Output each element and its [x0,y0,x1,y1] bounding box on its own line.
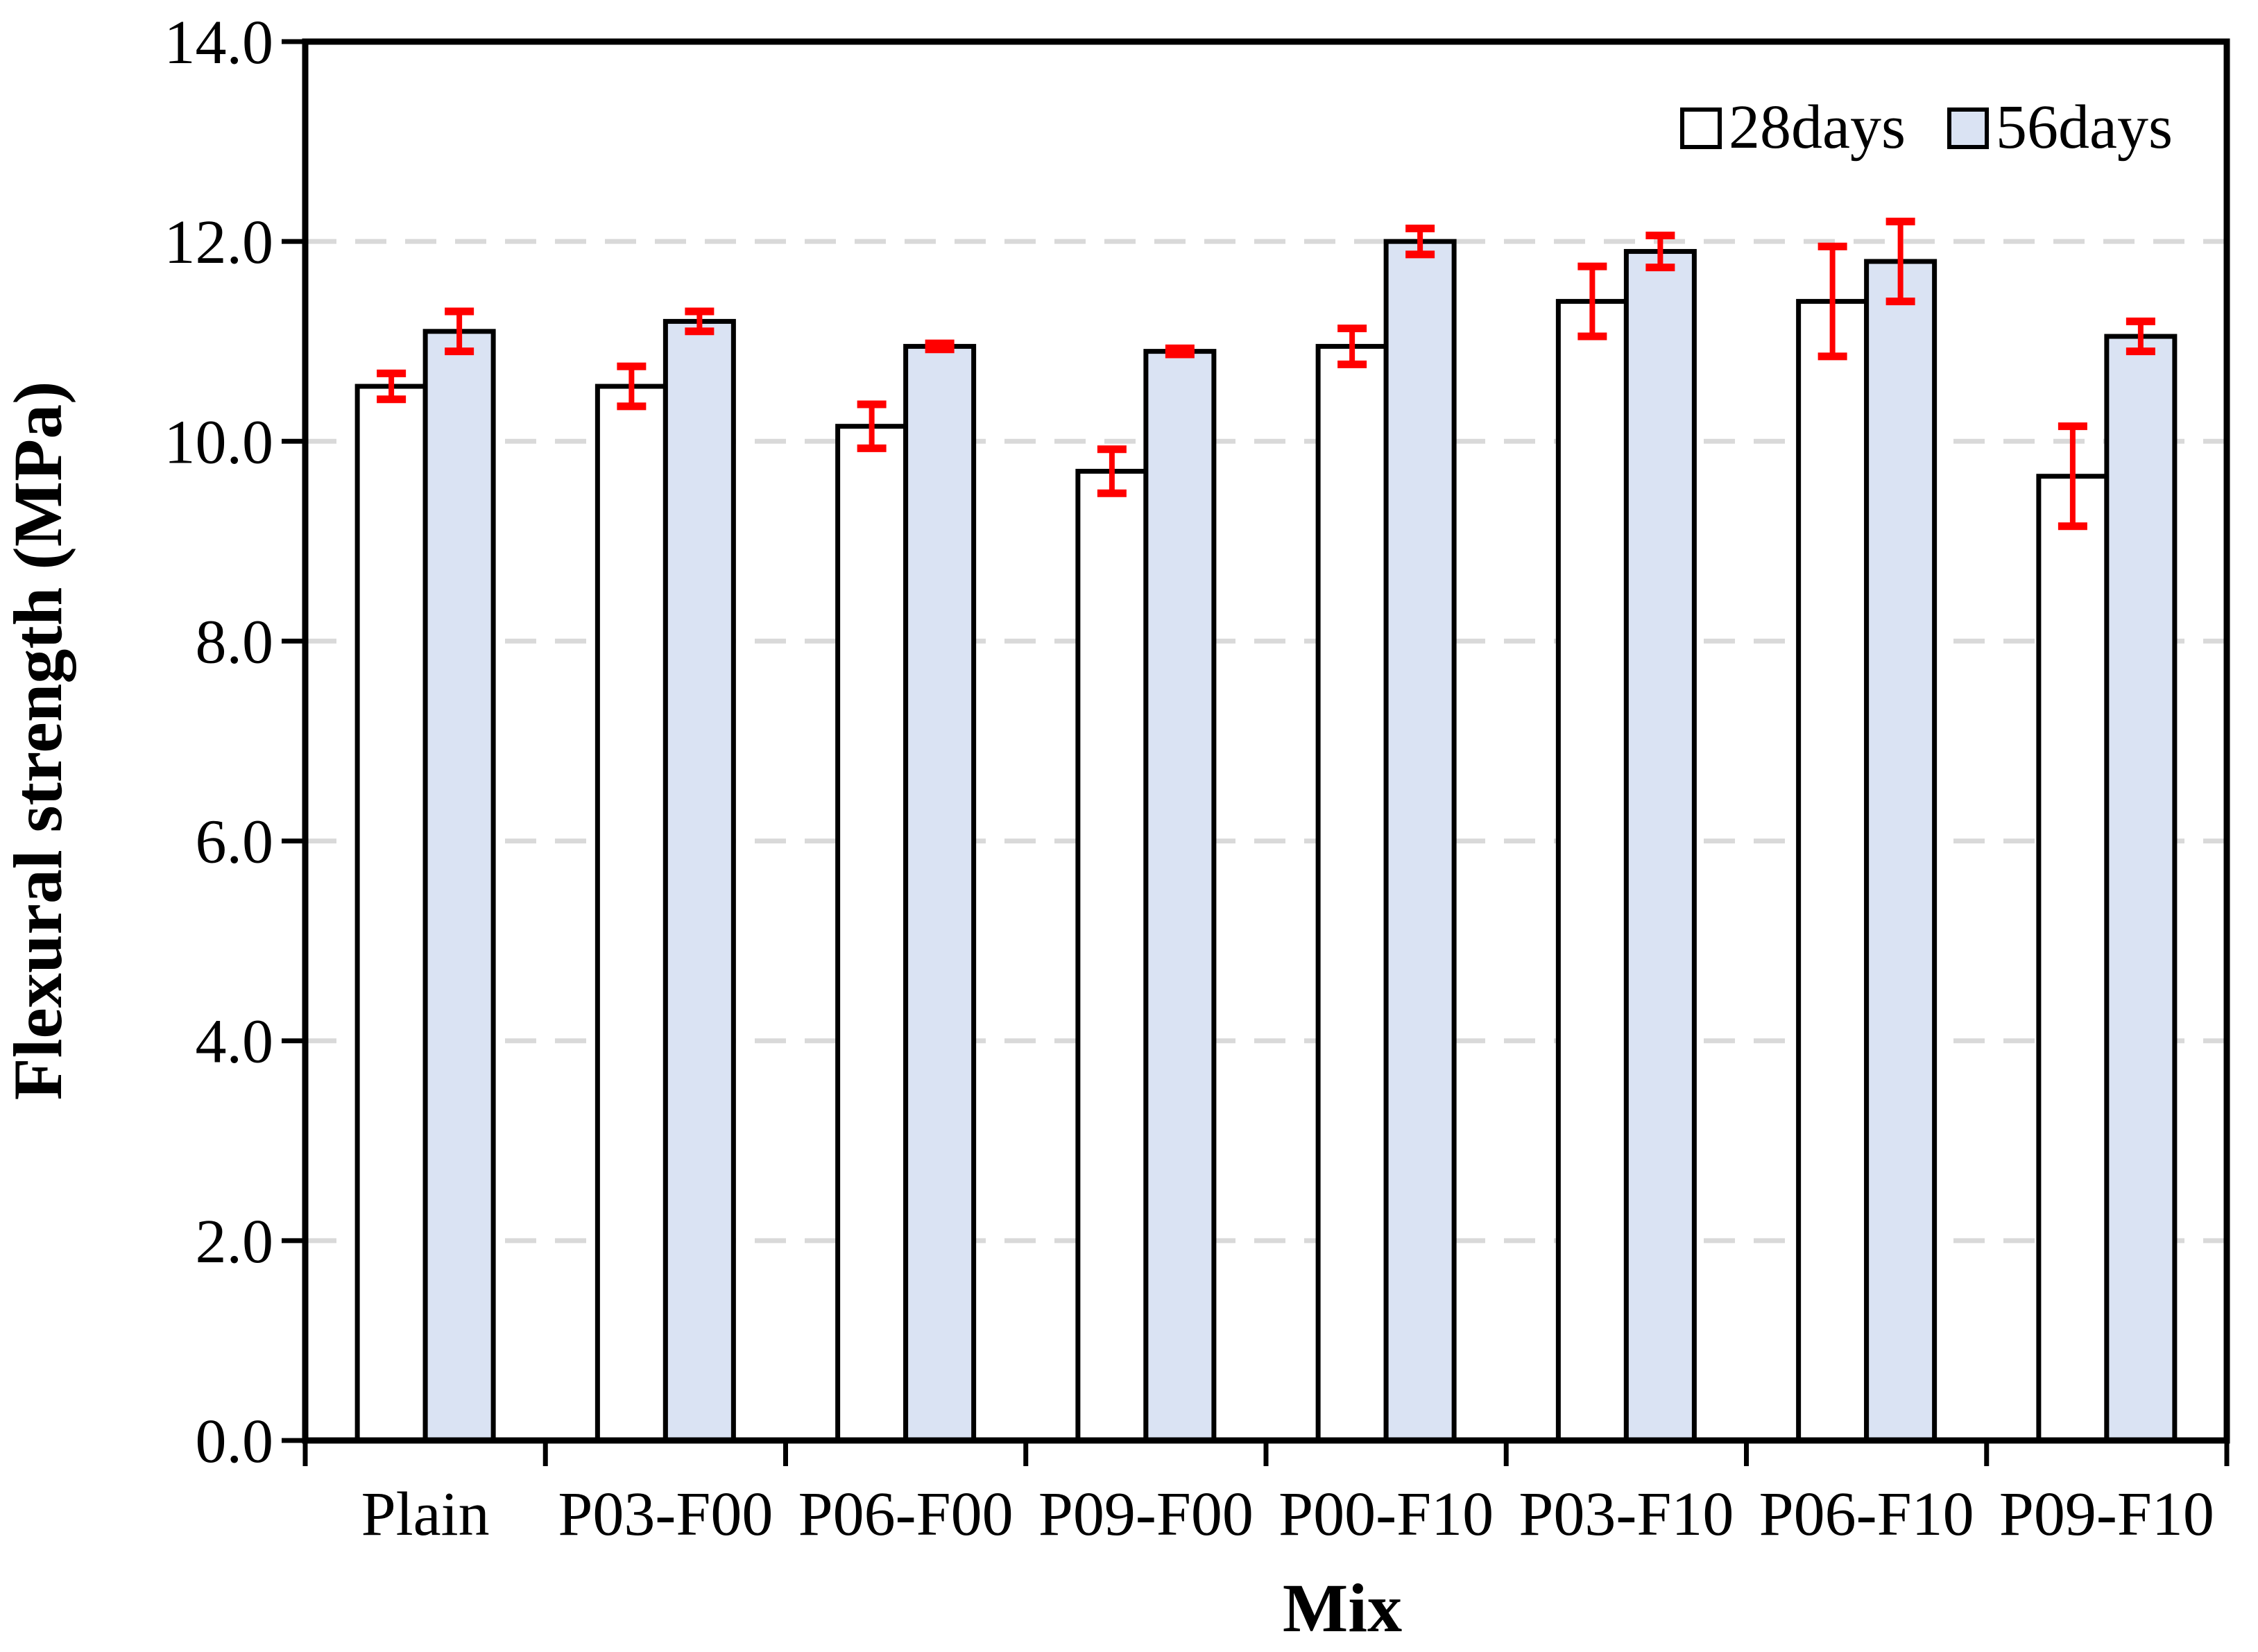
x-category-label-Plain: Plain [361,1480,490,1549]
error-bar-28days-Plain [377,369,407,404]
bar-56days-P06-F00 [903,343,977,1443]
y-tick-label-6.0: 6.0 [196,808,274,877]
x-category-label-P03-F10: P03-F10 [1519,1480,1734,1549]
bar-56days-P09-F00 [1143,349,1217,1443]
bar-28days-Plain [354,384,428,1443]
error-bar-28days-P03-F10 [1577,262,1607,341]
bar-28days-P09-F10 [2036,474,2110,1443]
error-bar-56days-P09-F00 [1165,344,1195,359]
error-bar-56days-Plain [445,307,474,356]
bar-56days-P03-F00 [662,318,736,1443]
bar-56days-Plain [422,329,496,1443]
error-bar-28days-P03-F00 [617,362,647,411]
x-category-label-P09-F10: P09-F10 [1999,1480,2214,1549]
legend: 28days 56days [1680,93,2173,162]
y-tick-label-2.0: 2.0 [196,1207,274,1276]
y-tick-label-12.0: 12.0 [164,208,274,277]
legend-label-56days: 56days [1996,93,2173,162]
bar-28days-P09-F00 [1075,469,1149,1443]
y-tick-label-0.0: 0.0 [196,1407,274,1476]
error-bar-56days-P03-F00 [685,307,715,336]
x-axis-title: Mix [1283,1569,1402,1646]
x-category-label-P03-F00: P03-F00 [558,1480,773,1549]
bar-28days-P06-F10 [1796,299,1870,1443]
legend-marker-56days [1947,107,1989,149]
x-category-label-P00-F10: P00-F10 [1278,1480,1494,1549]
plot-frame [302,38,2230,1444]
x-category-label-P09-F00: P09-F00 [1038,1480,1254,1549]
gridlines-group [305,239,2227,1244]
y-tick-label-14.0: 14.0 [164,8,274,77]
x-axis-category-labels-group: Plain P03-F00 P06-F00 P09-F00 P00-F10 P03-F10… [361,1480,2214,1549]
bar-28days-P03-F10 [1555,299,1629,1443]
error-bar-56days-P03-F10 [1645,231,1675,272]
bar-56days-P06-F10 [1864,259,1938,1443]
x-category-label-P06-F00: P06-F00 [798,1480,1013,1549]
error-bar-56days-P00-F10 [1405,224,1435,259]
y-axis-title: Flexural strength (MPa) [0,381,76,1101]
error-bar-56days-P09-F10 [2126,317,2155,356]
y-axis-tick-labels-group: 0.0 2.0 4.0 6.0 8.0 10.0 12.0 14.0 [164,8,274,1476]
y-tick-label-10.0: 10.0 [164,408,274,476]
error-bar-28days-P06-F10 [1817,242,1847,361]
bar-56days-P03-F10 [1623,249,1697,1443]
error-bar-28days-P00-F10 [1337,324,1367,368]
bar-28days-P03-F00 [595,384,668,1443]
error-bar-28days-P06-F00 [857,400,887,452]
x-category-label-P06-F10: P06-F10 [1759,1480,1974,1549]
bar-56days-P09-F10 [2104,334,2178,1443]
bar-28days-P06-F00 [835,424,909,1443]
error-bar-56days-P06-F00 [925,339,955,354]
legend-marker-28days [1680,107,1722,149]
y-tick-label-8.0: 8.0 [196,608,274,676]
legend-label-28days: 28days [1729,93,1906,162]
y-axis-ticks-group [282,39,305,1443]
bar-28days-P00-F10 [1315,343,1389,1443]
error-bar-56days-P06-F10 [1885,217,1915,306]
bar-56days-P00-F10 [1383,239,1457,1443]
x-axis-ticks-group [302,1440,2230,1466]
error-bars-group [377,217,2155,531]
error-bar-28days-P09-F00 [1097,445,1127,497]
y-tick-label-4.0: 4.0 [196,1008,274,1076]
error-bar-28days-P09-F10 [2058,422,2087,531]
